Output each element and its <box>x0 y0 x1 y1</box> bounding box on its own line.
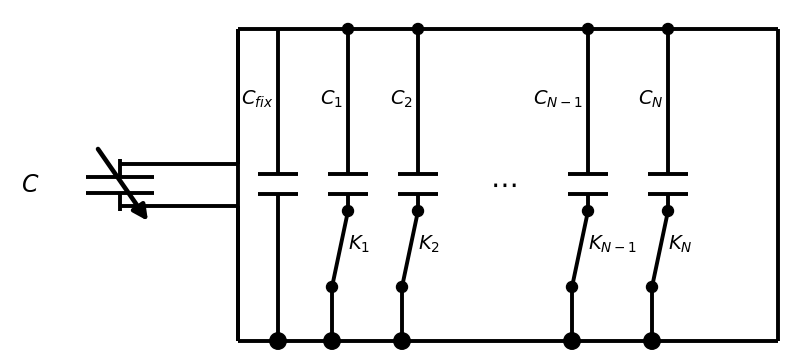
Circle shape <box>270 333 286 349</box>
Text: $\cdots$: $\cdots$ <box>490 171 516 199</box>
Circle shape <box>583 205 594 216</box>
Circle shape <box>397 281 408 293</box>
Circle shape <box>662 23 674 34</box>
Circle shape <box>644 333 660 349</box>
Circle shape <box>324 333 340 349</box>
Circle shape <box>342 23 354 34</box>
Text: $C_2$: $C_2$ <box>390 89 413 110</box>
Circle shape <box>326 281 338 293</box>
Text: $C_{N-1}$: $C_{N-1}$ <box>533 89 583 110</box>
Text: $K_{N-1}$: $K_{N-1}$ <box>588 233 637 255</box>
Circle shape <box>413 23 424 34</box>
Circle shape <box>393 333 410 349</box>
Text: $C_1$: $C_1$ <box>320 89 343 110</box>
Text: $K_N$: $K_N$ <box>668 233 693 255</box>
Text: $K_2$: $K_2$ <box>418 233 440 255</box>
Circle shape <box>583 23 594 34</box>
Circle shape <box>563 333 580 349</box>
Text: $C_{fix}$: $C_{fix}$ <box>241 89 273 110</box>
Circle shape <box>662 205 674 216</box>
Circle shape <box>342 205 354 216</box>
Text: C: C <box>22 173 38 197</box>
Circle shape <box>567 281 578 293</box>
Circle shape <box>413 205 424 216</box>
Text: $K_1$: $K_1$ <box>348 233 370 255</box>
Circle shape <box>646 281 658 293</box>
Text: $C_N$: $C_N$ <box>638 89 663 110</box>
